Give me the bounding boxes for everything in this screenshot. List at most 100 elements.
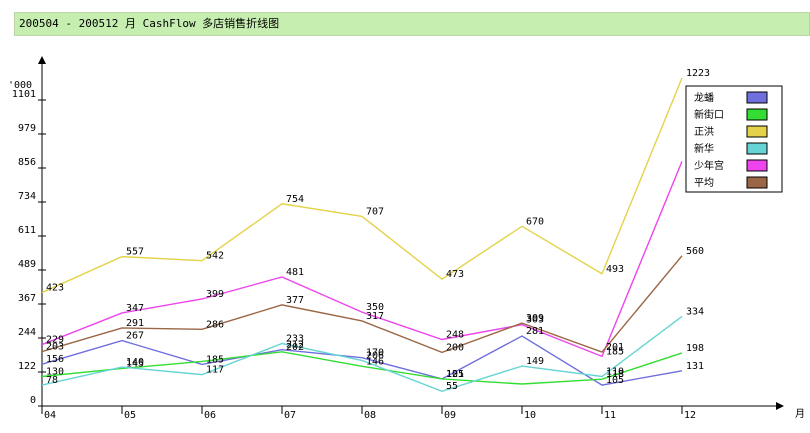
y-tick-label: 856: [18, 157, 36, 168]
x-axis-arrow: [776, 402, 784, 410]
data-label: 202: [286, 342, 304, 353]
y-tick-label: 244: [18, 327, 36, 338]
series-line-0: [41, 335, 683, 386]
legend-box: [685, 85, 783, 193]
legend-swatch-2: [746, 125, 768, 138]
y-tick-label: 367: [18, 293, 36, 304]
data-label: 198: [686, 343, 704, 354]
data-label: 78: [46, 375, 58, 386]
y-tick-label: 489: [18, 259, 36, 270]
legend-label-5: 平均: [694, 177, 714, 189]
data-label: 206: [366, 350, 384, 361]
data-label: 267: [126, 331, 144, 342]
data-label: 670: [526, 216, 544, 227]
y-axis-unit-label: '000: [8, 80, 32, 91]
data-label: 281: [526, 326, 544, 337]
data-label: 203: [46, 342, 64, 353]
data-label: 481: [286, 267, 304, 278]
y-axis-arrow: [38, 56, 46, 64]
legend-label-2: 正洪: [694, 126, 714, 138]
data-label: 560: [686, 246, 704, 257]
series-line-1: [41, 351, 683, 385]
data-label: 117: [206, 365, 224, 376]
data-label: 101: [446, 369, 464, 380]
data-label: 131: [686, 361, 704, 372]
data-label: 125: [446, 369, 464, 380]
legend-label-4: 少年宫: [694, 159, 724, 172]
data-label: 233: [286, 334, 304, 345]
chart-data-labels: 156 267 185 212 170 125 281 105 131 130 145 202 146 1…: [46, 68, 710, 392]
chart-axes: '000 月 0 122 244 367 489 611 734 856 979 1101 04 05 06…: [8, 56, 805, 421]
chart-title: 200504 - 200512 月 CashFlow 多店销售折线图: [19, 17, 280, 30]
data-label: 334: [686, 306, 704, 317]
data-label: 347: [126, 303, 144, 314]
legend-label-1: 新街口: [694, 108, 724, 121]
data-label: 754: [286, 194, 304, 205]
data-label: 145: [126, 358, 144, 369]
data-label: 248: [446, 329, 464, 340]
data-label: 1223: [686, 68, 710, 79]
chart-series-lines: [41, 77, 683, 392]
data-label: 707: [366, 206, 384, 217]
x-tick-label: 10: [524, 410, 536, 421]
data-label: 156: [46, 354, 64, 365]
data-label: 149: [526, 356, 544, 367]
chart-title-bar: 200504 - 200512 月 CashFlow 多店销售折线图: [14, 12, 810, 36]
data-label: 317: [366, 311, 384, 322]
data-label: 185: [606, 346, 624, 357]
data-label: 291: [126, 318, 144, 329]
legend-label-3: 新华: [694, 142, 714, 155]
data-label: 377: [286, 295, 304, 306]
data-label: 140: [126, 357, 144, 368]
data-label: 423: [46, 283, 64, 294]
data-label: 55: [446, 381, 458, 392]
data-label: 309: [526, 313, 544, 324]
series-line-5: [41, 255, 683, 354]
data-label: 105: [606, 375, 624, 386]
y-tick-label: 611: [18, 225, 36, 236]
legend-swatch-3: [746, 142, 768, 155]
x-axis-unit-label: 月: [795, 408, 805, 420]
data-label: 399: [206, 289, 224, 300]
data-label: 212: [286, 340, 304, 351]
legend-swatch-0: [746, 91, 768, 104]
data-label: 130: [46, 366, 64, 377]
data-label: 170: [366, 348, 384, 359]
x-tick-label: 07: [284, 410, 296, 421]
data-label: 118: [606, 369, 624, 380]
data-label: 542: [206, 251, 224, 262]
x-tick-label: 08: [364, 410, 376, 421]
data-label: 493: [606, 264, 624, 275]
series-line-4: [41, 161, 683, 358]
data-label: 200: [446, 342, 464, 353]
data-label: 146: [366, 356, 384, 367]
x-tick-label: 04: [44, 410, 56, 421]
data-label: 473: [446, 269, 464, 280]
x-tick-label: 12: [684, 410, 696, 421]
y-tick-label: 734: [18, 191, 36, 202]
data-label: 557: [126, 247, 144, 258]
x-tick-label: 09: [444, 410, 456, 421]
series-line-3: [41, 315, 683, 392]
y-tick-label: 122: [18, 361, 36, 372]
data-label: 201: [606, 342, 624, 353]
legend-swatch-1: [746, 108, 768, 121]
y-tick-label: 1101: [12, 89, 36, 100]
legend-label-0: 龙蟠: [694, 91, 714, 104]
x-tick-label: 06: [204, 410, 216, 421]
series-line-2: [41, 77, 683, 294]
data-label: 185: [206, 354, 224, 365]
y-tick-label: 979: [18, 123, 36, 134]
data-label: 229: [46, 335, 64, 346]
legend-swatch-4: [746, 159, 768, 172]
x-tick-label: 11: [604, 410, 616, 421]
legend-swatch-5: [746, 176, 768, 189]
x-tick-label: 05: [124, 410, 136, 421]
y-tick-label: 0: [30, 395, 36, 406]
data-label: 303: [526, 315, 544, 326]
data-label: 286: [206, 319, 224, 330]
data-label: 110: [606, 366, 624, 377]
data-label: 350: [366, 302, 384, 313]
